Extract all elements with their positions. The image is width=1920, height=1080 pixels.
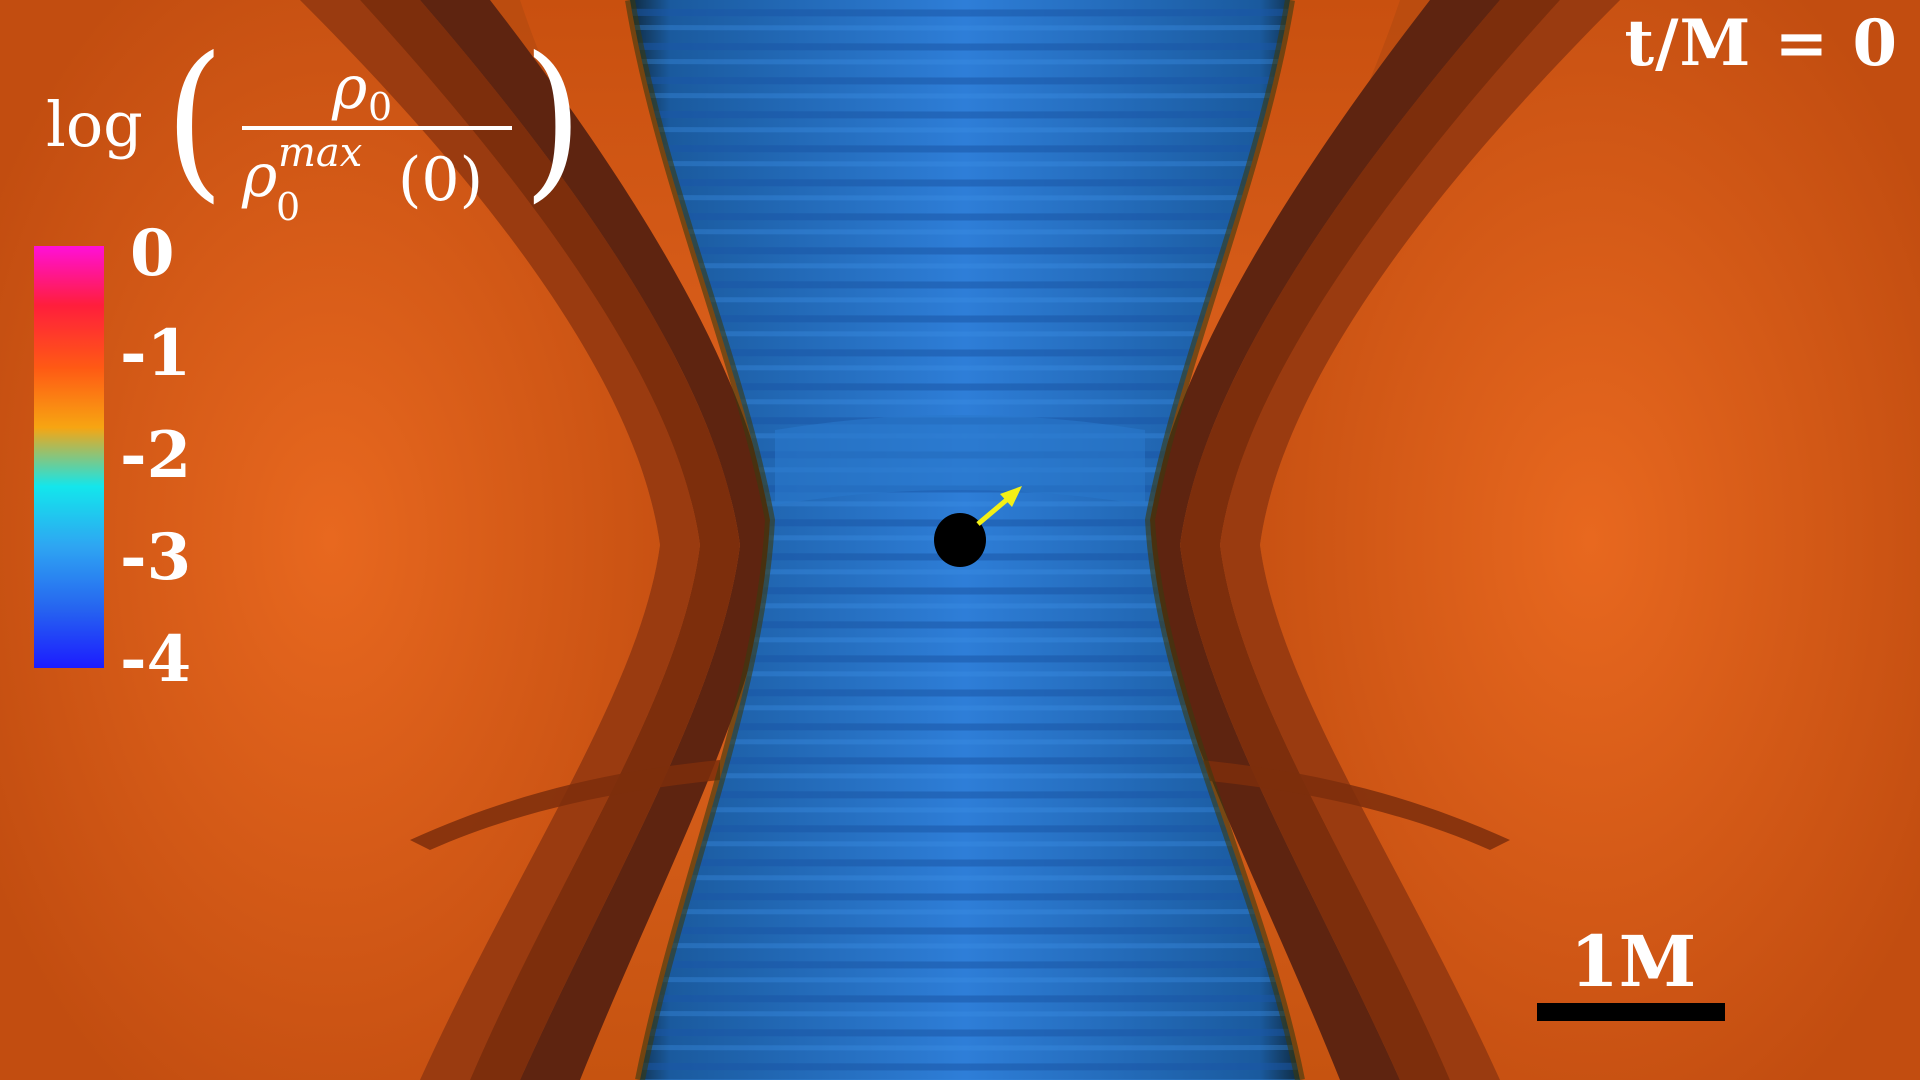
colorbar-tick: 0	[130, 216, 175, 291]
formula-close-paren: )	[523, 28, 583, 219]
formula-numerator-symbol: ρ	[331, 53, 367, 123]
formula-denominator-subscript: 0	[276, 185, 300, 228]
shell-left-edge-2	[360, 0, 740, 1080]
colorbar	[34, 246, 104, 668]
shell-right-edge-3	[1145, 0, 1500, 1080]
formula-numerator-subscript: 0	[368, 85, 392, 129]
shell-right-edge-2	[1180, 0, 1560, 1080]
funnel-edge-left	[625, 0, 776, 1080]
black-hole-icon	[934, 513, 986, 567]
formula-log: log	[46, 88, 143, 161]
shell-right-edge-1	[1220, 0, 1620, 1080]
disk-lower-lip-right	[1200, 760, 1510, 850]
spin-arrow-icon	[976, 486, 1022, 526]
formula-denominator-symbol: ρ	[241, 141, 277, 211]
formula-denominator-superscript: max	[278, 130, 362, 176]
funnel-edge-right	[1144, 0, 1305, 1080]
formula-fraction-bar	[242, 126, 512, 130]
disk-lower-lip-left	[410, 760, 720, 850]
colorbar-formula: log ( ρ 0 ρ 0 max (0) )	[46, 28, 583, 228]
shell-left-edge-1	[300, 0, 700, 1080]
colorbar-tick: -4	[120, 622, 192, 697]
colorbar-tick: -3	[120, 520, 192, 595]
shell-left-edge-3	[420, 0, 775, 1080]
colorbar-tick: -2	[120, 418, 192, 493]
scale-bar	[1537, 1003, 1725, 1021]
funnel-throat-band	[775, 415, 1145, 505]
scale-bar-label: 1M	[1570, 920, 1697, 1003]
formula-open-paren: (	[165, 28, 225, 219]
formula-denominator-argument: (0)	[398, 145, 483, 215]
time-label: t/M = 0	[1624, 6, 1898, 81]
colorbar-tick: -1	[120, 316, 192, 391]
